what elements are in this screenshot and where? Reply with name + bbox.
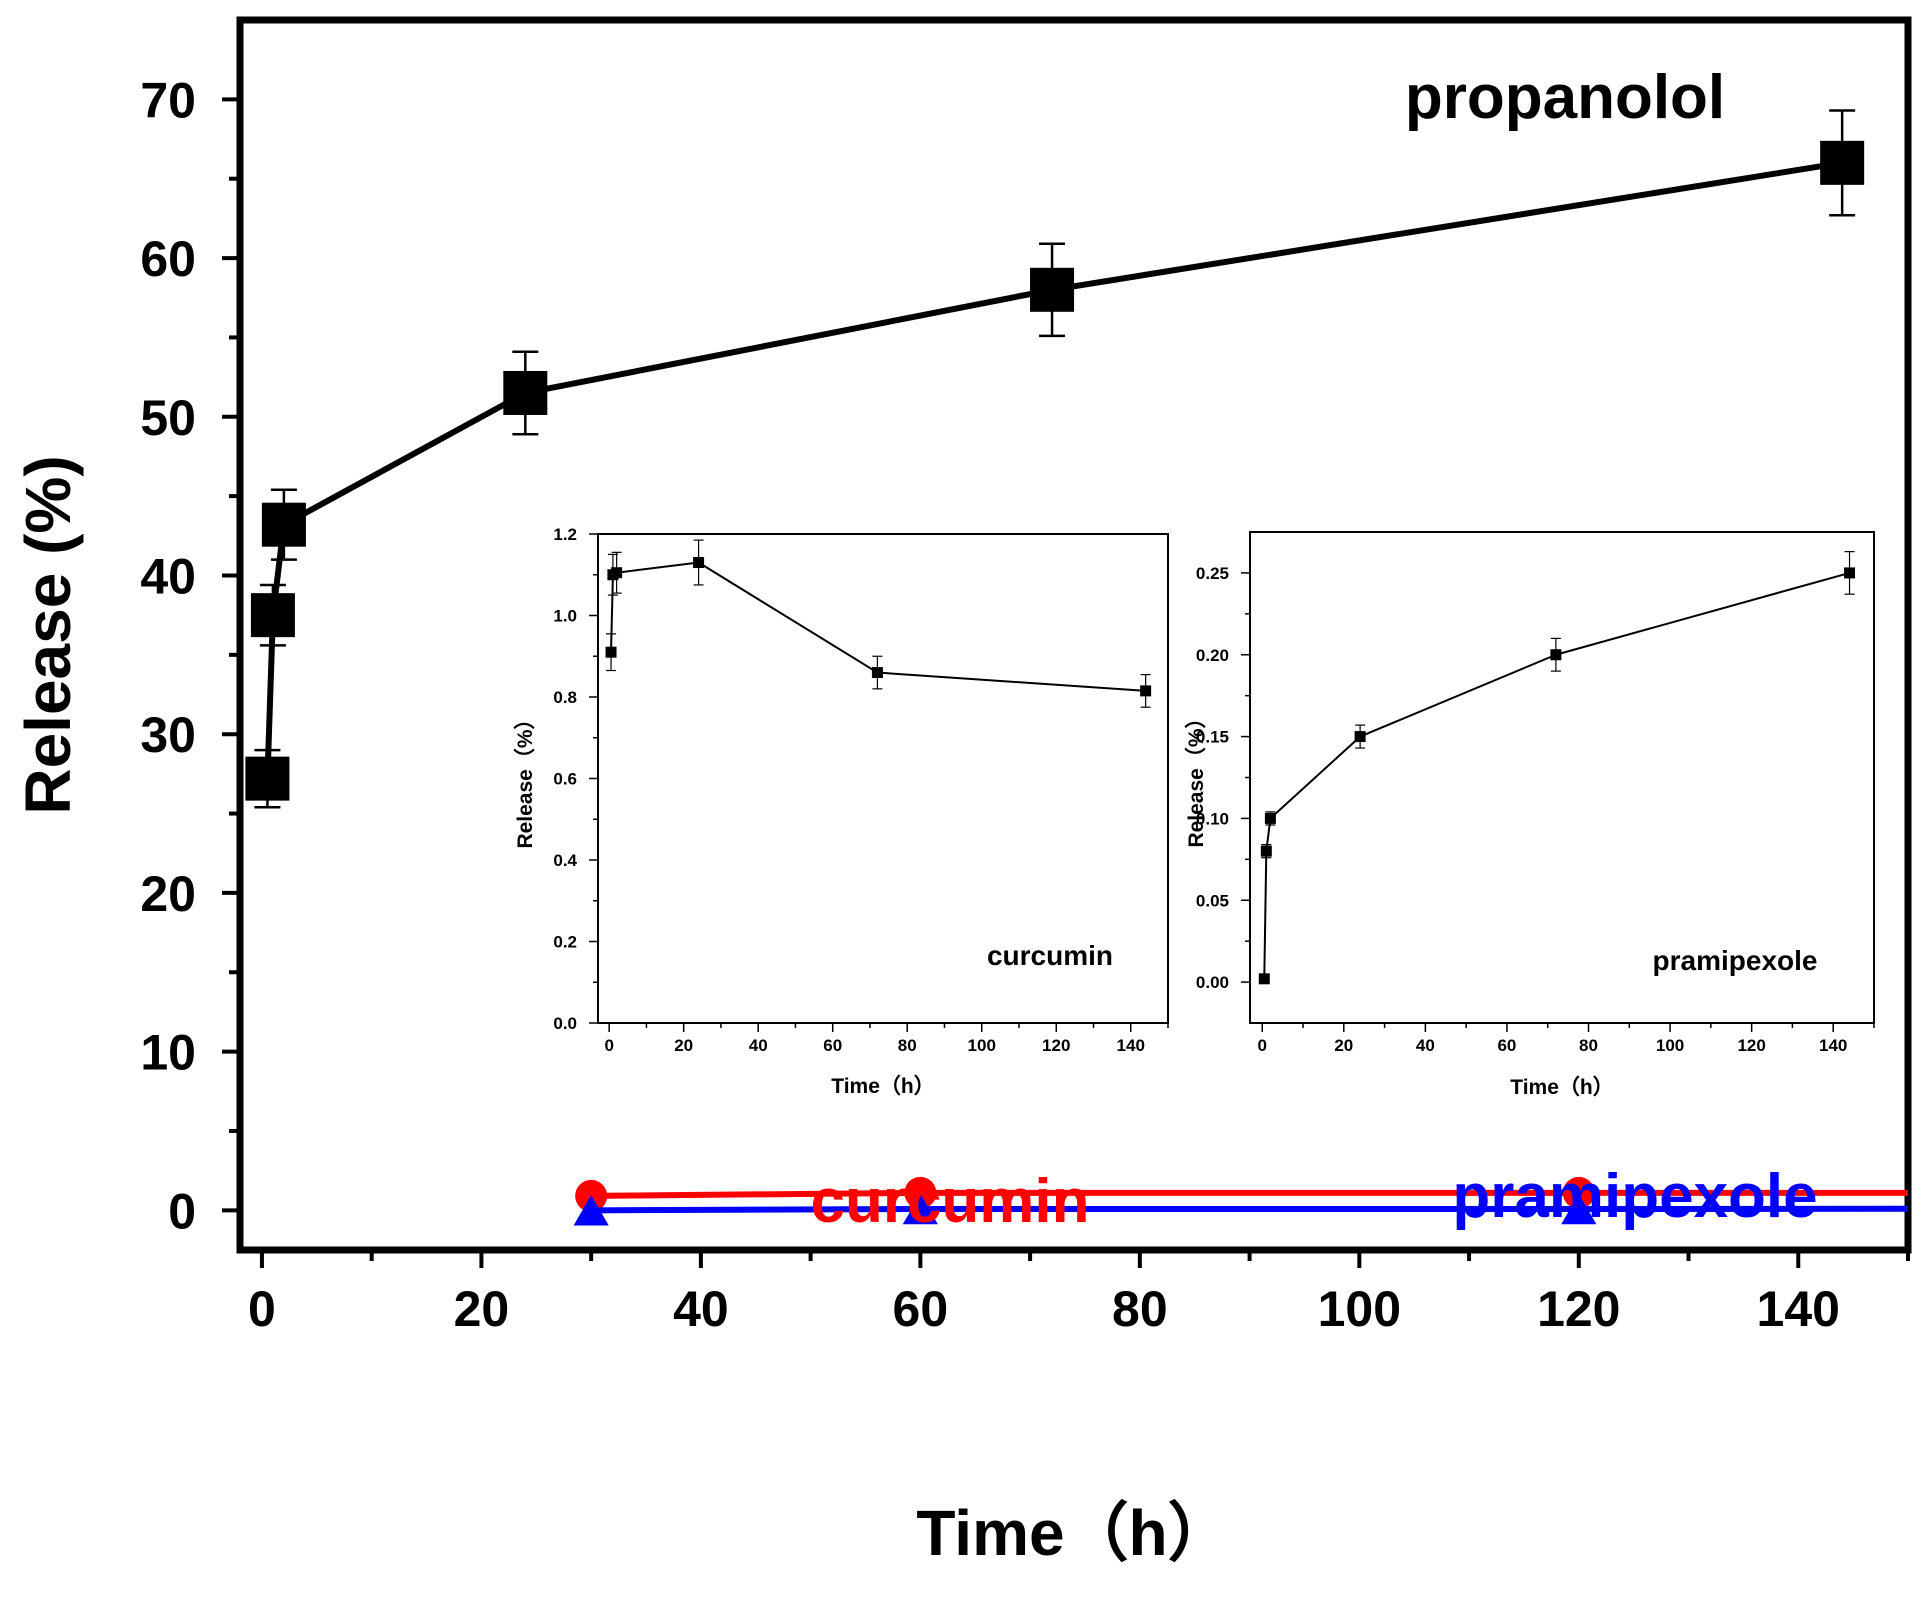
x-tick-label: 140 <box>1757 1281 1840 1337</box>
series-line-pramipexole <box>1263 571 1850 979</box>
data-point-propanolol <box>1030 267 1075 312</box>
x-tick-label: 20 <box>454 1281 510 1337</box>
x-tick-label: 80 <box>1112 1281 1168 1337</box>
y-tick-label: 40 <box>140 548 196 604</box>
x-tick-label: 60 <box>823 1036 842 1055</box>
x-tick-label: 140 <box>1117 1036 1145 1055</box>
x-tick-label: 120 <box>1737 1036 1765 1055</box>
y-tick-label: 50 <box>140 390 196 446</box>
data-point-pramipexole <box>1844 567 1856 579</box>
x-axis-label: Time（h） <box>916 1497 1231 1569</box>
y-tick-label: 1.0 <box>553 607 577 626</box>
data-point-pramipexole <box>1260 845 1272 857</box>
y-tick-label: 60 <box>140 231 196 287</box>
data-point-curcumin <box>871 667 883 679</box>
y-tick-label: 0 <box>168 1183 196 1239</box>
x-tick-label: 80 <box>1579 1036 1598 1055</box>
annotation-propanolol: propanolol <box>1405 63 1725 132</box>
data-point-curcumin <box>605 646 617 658</box>
data-point-pramipexole <box>1258 973 1270 985</box>
x-tick-label: 120 <box>1537 1281 1620 1337</box>
y-tick-label: 0.00 <box>1196 973 1229 992</box>
data-point-pramipexole <box>573 1195 609 1226</box>
x-axis-label: Time（h） <box>1510 1075 1613 1099</box>
data-point-curcumin <box>611 567 623 579</box>
plot-frame <box>1249 531 1875 1024</box>
y-tick-label: 10 <box>140 1025 196 1081</box>
data-point-pramipexole <box>1561 1193 1597 1225</box>
x-tick-label: 0 <box>1258 1036 1267 1055</box>
x-axis-label: Time（h） <box>831 1074 934 1098</box>
x-tick-label: 60 <box>1497 1036 1516 1055</box>
data-point-propanolol <box>245 756 290 801</box>
y-tick-label: 30 <box>140 707 196 763</box>
annotation-curcumin: curcumin <box>810 1167 1089 1236</box>
x-tick-label: 140 <box>1819 1036 1847 1055</box>
x-tick-label: 0 <box>248 1281 276 1337</box>
y-tick-label: 0.6 <box>553 770 577 789</box>
x-tick-label: 100 <box>1318 1281 1401 1337</box>
y-tick-label: 0.05 <box>1196 891 1229 910</box>
x-tick-label: 100 <box>968 1036 996 1055</box>
x-tick-label: 40 <box>749 1036 768 1055</box>
y-tick-label: 70 <box>140 72 196 128</box>
data-point-propanolol <box>1820 140 1865 185</box>
y-tick-label: 0.8 <box>553 688 577 707</box>
data-point-curcumin <box>1140 685 1152 697</box>
x-tick-label: 120 <box>1042 1036 1070 1055</box>
data-point-pramipexole <box>1264 812 1276 824</box>
inset-annotation: curcumin <box>987 940 1113 971</box>
inset-curcumin-plot: 0 20 40 60 80 100 120 140 0.0 0.2 0.4 0.6 0.8 1.0 1.2 T… <box>513 525 1169 1098</box>
y-tick-label: 0.10 <box>1196 810 1229 829</box>
x-tick-label: 40 <box>1416 1036 1435 1055</box>
y-tick-label: 20 <box>140 866 196 922</box>
series-line-curcumin <box>591 1189 1908 1199</box>
data-point-propanolol <box>503 370 548 415</box>
y-tick-label: 0.4 <box>553 851 577 870</box>
y-tick-label: 1.2 <box>553 525 577 544</box>
x-tick-label: 40 <box>673 1281 729 1337</box>
y-tick-label: 0.20 <box>1196 646 1229 665</box>
series-line-pramipexole <box>591 1205 1909 1214</box>
annotation-pramipexole: pramipexole <box>1452 1162 1817 1231</box>
y-tick-label: 0.0 <box>553 1014 577 1033</box>
x-tick-label: 80 <box>898 1036 917 1055</box>
data-point-pramipexole <box>902 1193 938 1225</box>
data-point-curcumin <box>904 1176 937 1209</box>
data-point-curcumin <box>1562 1176 1595 1209</box>
y-tick-label: 0.15 <box>1196 728 1229 747</box>
data-point-propanolol <box>250 593 295 638</box>
y-tick-label: 0.25 <box>1196 564 1229 583</box>
data-point-pramipexole <box>1550 649 1562 661</box>
data-point-curcumin <box>693 557 705 569</box>
inset-annotation: pramipexole <box>1653 945 1818 976</box>
data-point-pramipexole <box>1354 731 1366 743</box>
x-tick-label: 100 <box>1656 1036 1684 1055</box>
y-axis-label: Release（%） <box>513 708 537 848</box>
y-axis-label: Release (%) <box>12 455 84 814</box>
x-tick-label: 20 <box>674 1036 693 1055</box>
data-point-propanolol <box>261 502 306 547</box>
inset-pramipexole-plot: 0 20 40 60 80 100 120 140 0.00 0.05 0.10 0.15 0.20 0.… <box>1184 531 1875 1099</box>
x-tick-label: 60 <box>893 1281 949 1337</box>
y-tick-label: 0.2 <box>553 933 577 952</box>
y-axis-label: Release（%） <box>1184 707 1208 847</box>
x-tick-label: 20 <box>1334 1036 1353 1055</box>
x-tick-label: 0 <box>604 1036 613 1055</box>
